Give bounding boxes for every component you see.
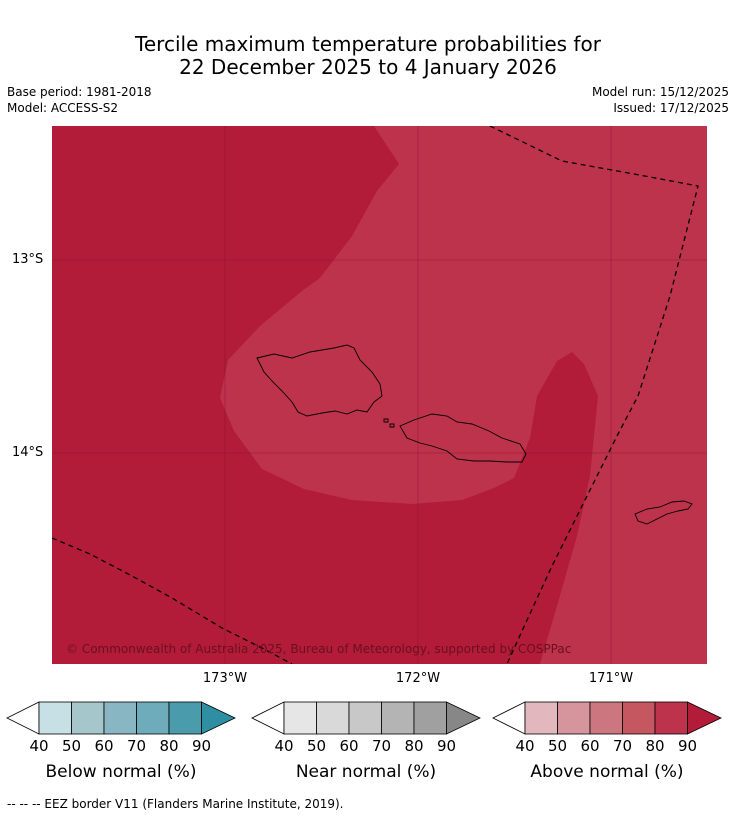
legend-label-near-normal: Near normal (%)	[295, 762, 437, 782]
colorbar-tick-label: 90	[677, 737, 698, 755]
colorbar-tick-label: 80	[645, 737, 665, 755]
colorbar-tick-label: 50	[306, 737, 327, 755]
colorbar-tick-label: 90	[436, 737, 457, 755]
colorbar-segment	[168, 701, 202, 735]
lat-label-13s: 13°S	[12, 252, 44, 267]
legend-label-above-normal: Above normal (%)	[530, 762, 684, 782]
colorbar-segment	[557, 701, 591, 735]
manono-islet	[389, 423, 395, 428]
colorbar-segment	[283, 701, 317, 735]
issued-label: Issued: 17/12/2025	[613, 101, 729, 115]
colorbar-tick-label: 70	[612, 737, 633, 755]
colorbar-near-normal	[251, 701, 481, 735]
probability-map: © Commonwealth of Australia 2025, Bureau…	[52, 126, 707, 664]
colorbar-tick-label: 60	[94, 737, 114, 755]
colorbar-segment	[103, 701, 137, 735]
lat-label-14s: 14°S	[12, 445, 44, 460]
colorbar-tick-label: 50	[547, 737, 568, 755]
lon-label-173w: 173°W	[202, 671, 248, 686]
copyright-notice: © Commonwealth of Australia 2025, Bureau…	[66, 642, 571, 656]
colorbar-segment	[413, 701, 447, 735]
colorbar-segment	[38, 701, 72, 735]
colorbar-extend-low	[492, 701, 526, 735]
colorbar-below-normal	[6, 701, 236, 735]
savaii-island	[256, 344, 383, 417]
colorbar-segment	[524, 701, 558, 735]
colorbar-extend-low	[251, 701, 285, 735]
colorbar-segment	[589, 701, 623, 735]
chart-title-line-2: 22 December 2025 to 4 January 2026	[179, 55, 557, 79]
colorbar-segment	[136, 701, 170, 735]
chart-title-line-1: Tercile maximum temperature probabilitie…	[135, 32, 601, 56]
colorbar-tick-label: 70	[126, 737, 147, 755]
colorbar-segment	[654, 701, 688, 735]
colorbar-tick-label: 60	[580, 737, 600, 755]
colorbar-above-normal	[492, 701, 722, 735]
base-period-label: Base period: 1981-2018	[7, 85, 152, 99]
model-label: Model: ACCESS-S2	[7, 101, 119, 115]
lon-label-171w: 171°W	[588, 671, 634, 686]
upolu-island	[399, 413, 527, 463]
colorbar-tick-label: 50	[61, 737, 82, 755]
colorbar-extend-high	[446, 701, 481, 735]
eez-border-footnote: -- -- -- EEZ border V11 (Flanders Marine…	[7, 797, 344, 811]
colorbar-extend-low	[6, 701, 40, 735]
colorbar-tick-label: 40	[274, 737, 294, 755]
colorbar-extend-high	[201, 701, 236, 735]
colorbar-extend-high	[687, 701, 722, 735]
graticule	[52, 126, 707, 664]
colorbar-tick-label: 90	[191, 737, 212, 755]
colorbar-segment	[71, 701, 105, 735]
islands	[256, 344, 693, 525]
legend-label-below-normal: Below normal (%)	[45, 762, 197, 782]
colorbar-tick-label: 80	[159, 737, 179, 755]
colorbar-tick-label: 40	[515, 737, 535, 755]
colorbar-segment	[316, 701, 350, 735]
model-run-label: Model run: 15/12/2025	[591, 85, 729, 99]
colorbar-segment	[622, 701, 656, 735]
eez-border	[52, 126, 699, 664]
tutuila-island	[634, 500, 693, 525]
lon-label-172w: 172°W	[395, 671, 441, 686]
colorbar-segment	[348, 701, 382, 735]
above-normal-80-region-north	[220, 126, 707, 664]
colorbar-tick-label: 40	[29, 737, 49, 755]
colorbar-tick-label: 60	[339, 737, 359, 755]
colorbar-segment	[381, 701, 415, 735]
colorbar-tick-label: 70	[371, 737, 392, 755]
apolima-islet	[383, 418, 389, 423]
colorbar-tick-label: 80	[404, 737, 424, 755]
